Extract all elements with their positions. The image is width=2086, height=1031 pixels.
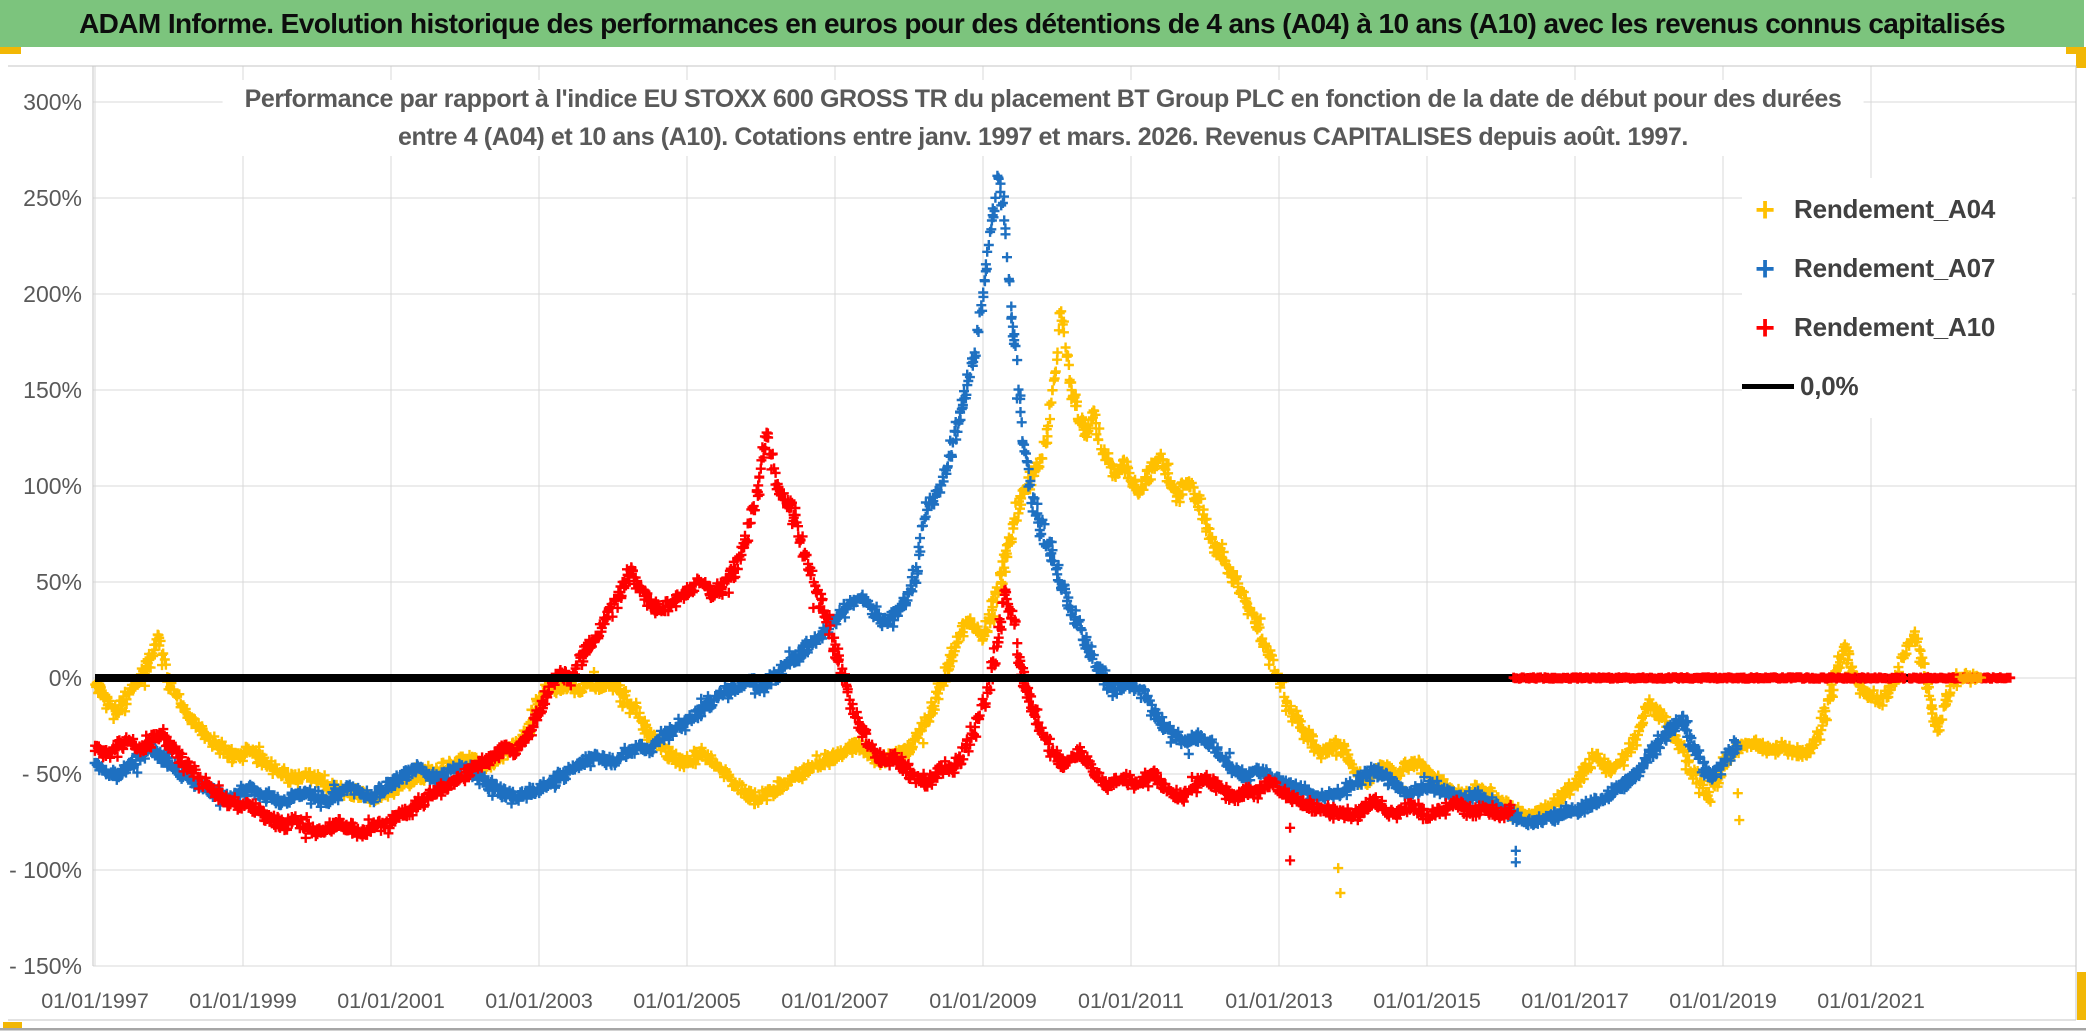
x-tick-label: 01/01/1997 [41, 989, 149, 1013]
accent-bottom-left [3, 1022, 22, 1029]
y-tick-label: 300% [23, 89, 82, 115]
series-points-rendement_a10 [89, 427, 1517, 866]
zero-line-red-segment [1508, 672, 2016, 684]
x-tick-label: 01/01/2013 [1225, 989, 1333, 1013]
y-tick-label: 0% [49, 665, 82, 691]
y-tick-label: - 150% [9, 953, 82, 979]
accent-bottom-right [2077, 972, 2086, 1020]
x-tick-label: 01/01/2017 [1521, 989, 1629, 1013]
y-tick-label: - 50% [22, 761, 82, 787]
legend-item-rendement-a07: + Rendement_A07 [1742, 239, 2072, 298]
legend-label: Rendement_A07 [1794, 253, 1996, 283]
legend-item-zero-line: 0,0% [1742, 357, 2072, 416]
x-tick-label: 01/01/2011 [1078, 989, 1184, 1013]
header-bar: ADAM Informe. Evolution historique des p… [0, 0, 2084, 47]
chart-title-line2: entre 4 (A04) et 10 ans (A10). Cotations… [398, 123, 1688, 151]
x-tick-label: 01/01/2007 [781, 989, 889, 1013]
legend: + Rendement_A04 + Rendement_A07 + Rendem… [1742, 178, 2072, 418]
line-swatch-icon [1742, 384, 1794, 389]
y-tick-label: 200% [23, 281, 82, 307]
y-tick-label: 50% [36, 569, 82, 595]
plus-marker-icon: + [1755, 249, 1775, 288]
legend-label: Rendement_A04 [1794, 194, 1996, 224]
y-tick-label: 250% [23, 185, 82, 211]
accent-top-right-corner [2076, 47, 2086, 68]
y-tick-label: 150% [23, 377, 82, 403]
legend-label: Rendement_A10 [1794, 312, 1996, 342]
y-tick-label: - 100% [9, 857, 82, 883]
x-tick-label: 01/01/2001 [337, 989, 445, 1013]
plus-marker-icon: + [1755, 308, 1775, 347]
x-tick-label: 01/01/2019 [1669, 989, 1777, 1013]
accent-top-left [0, 47, 21, 54]
series-points-rendement_a04 [90, 306, 1983, 898]
legend-item-rendement-a04: + Rendement_A04 [1742, 180, 2072, 239]
plus-marker-icon: + [1755, 190, 1775, 229]
axis-labels: 300% 250% 200% 150% 100% 50% 0% - 50% - 100% - 15… [9, 89, 1925, 1013]
chart-title: Performance par rapport à l'indice EU ST… [222, 80, 1864, 156]
legend-item-rendement-a10: + Rendement_A10 [1742, 298, 2072, 357]
header-title: ADAM Informe. Evolution historique des p… [79, 7, 2005, 39]
chart-title-line1: Performance par rapport à l'indice EU ST… [244, 85, 1842, 113]
x-tick-label: 01/01/1999 [189, 989, 297, 1013]
y-tick-label: 100% [23, 473, 82, 499]
zero-line-yellow-tail [1954, 671, 1987, 685]
x-tick-label: 01/01/2005 [633, 989, 741, 1013]
legend-label: 0,0% [1800, 371, 1859, 401]
x-tick-label: 01/01/2003 [485, 989, 593, 1013]
x-tick-label: 01/01/2015 [1373, 989, 1481, 1013]
series-points-rendement_a07 [89, 170, 1743, 868]
x-tick-label: 01/01/2021 [1817, 989, 1925, 1013]
x-tick-label: 01/01/2009 [929, 989, 1037, 1013]
plot-border [0, 65, 2086, 1031]
